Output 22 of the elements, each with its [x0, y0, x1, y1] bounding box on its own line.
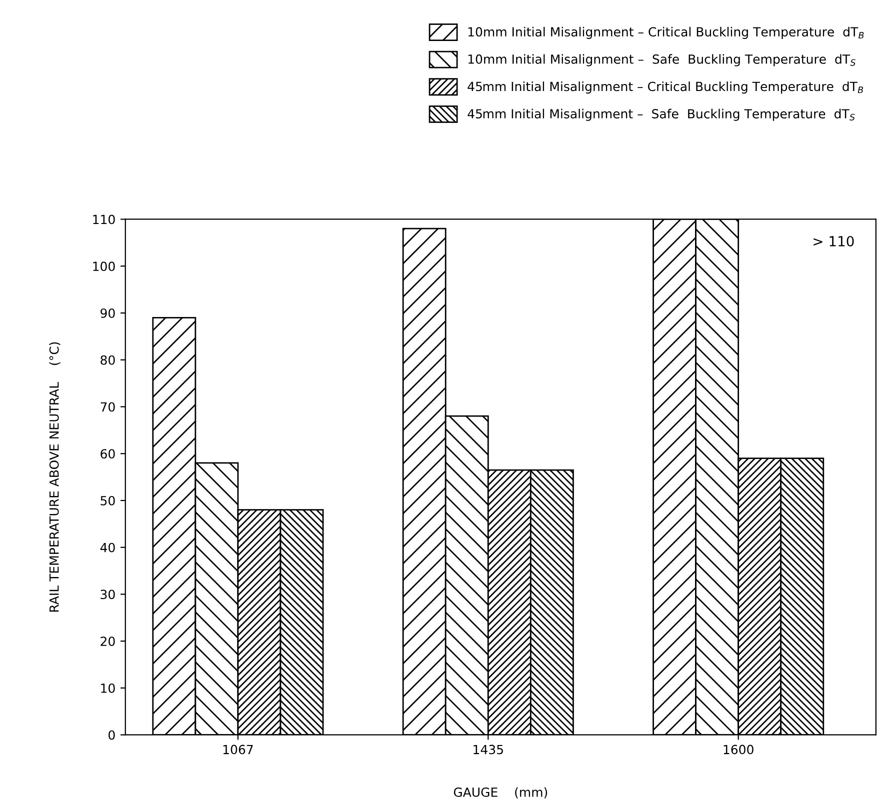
- y-tick-label: 10: [101, 683, 115, 693]
- y-tick-label: 50: [100, 496, 115, 506]
- x-tick-label: 1067: [223, 744, 253, 754]
- x-tick-label: 1435: [474, 744, 503, 754]
- legend-label: 10mm Initial Misalignment – Critical Buckling Temperature dT$_{B}$: [468, 26, 864, 39]
- y-tick-label: 100: [93, 262, 115, 272]
- y-tick-label: 80: [100, 355, 115, 365]
- y-tick-label: 0: [108, 730, 115, 740]
- y-tick-label: 40: [100, 542, 115, 552]
- legend-label: 45mm Initial Misalignment – Safe Buckling Temperature dT$_{S}$: [468, 108, 855, 121]
- y-tick-label: 30: [100, 590, 115, 600]
- legend-label: 45mm Initial Misalignment – Critical Buckling Temperature dT$_{B}$: [468, 81, 864, 94]
- legend-label: 10mm Initial Misalignment – Safe Buckling Temperature dT$_{S}$: [468, 54, 856, 66]
- y-tick-label: 90: [100, 308, 115, 318]
- annotation: > 110: [814, 236, 854, 246]
- y-tick-label: 20: [100, 636, 115, 646]
- y-tick-label: 60: [100, 449, 115, 459]
- y-tick-label: 70: [100, 402, 115, 412]
- y-tick-label: 110: [93, 214, 115, 224]
- x-tick-label: 1600: [724, 744, 754, 754]
- y-axis-title: RAIL TEMPERATURE ABOVE NEUTRAL (°C): [49, 342, 60, 612]
- x-axis-title: GAUGE (mm): [454, 787, 548, 798]
